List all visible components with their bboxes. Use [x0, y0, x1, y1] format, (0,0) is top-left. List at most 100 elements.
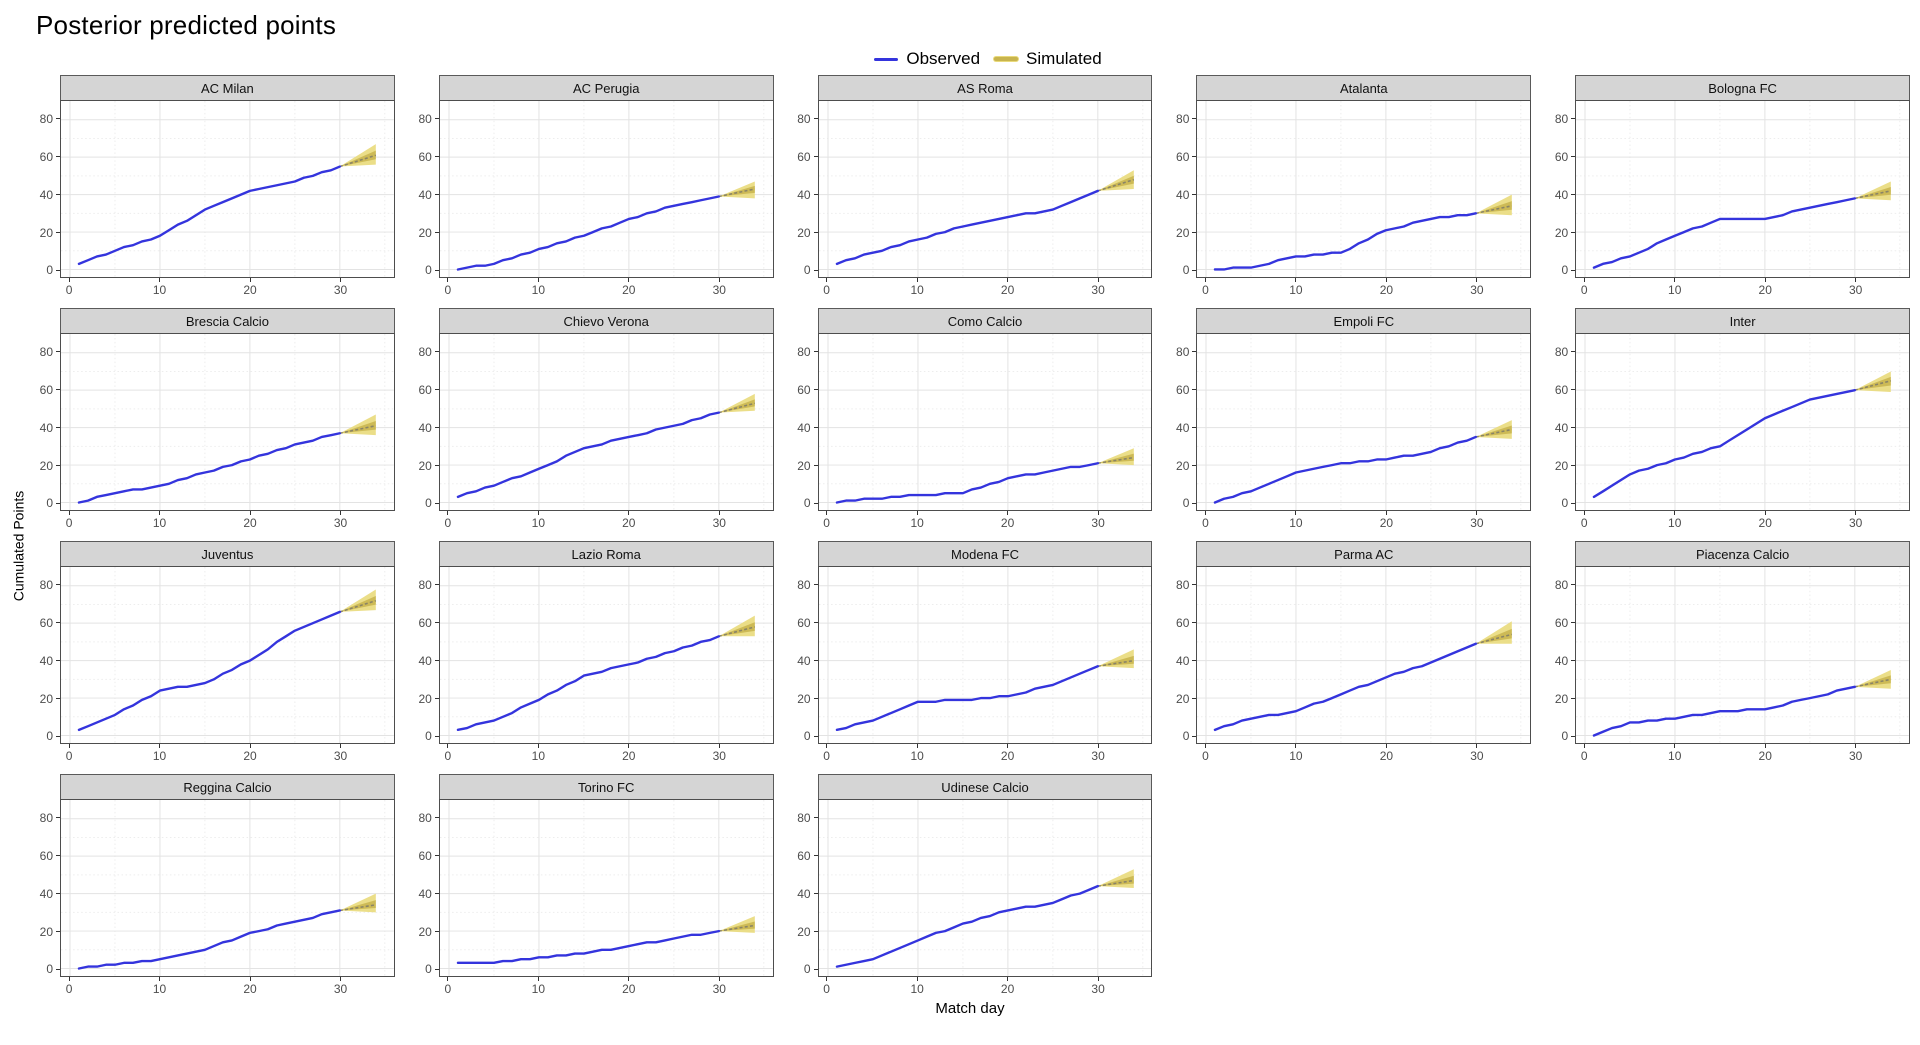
facet-panel: [1196, 566, 1532, 744]
x-axis-ticks: 0 10 20 30: [1575, 744, 1910, 765]
facet-plot: [1197, 567, 1531, 743]
y-tick-label: 40: [418, 187, 432, 202]
y-tick-mark: [56, 893, 60, 895]
observed-line-key-icon: [874, 57, 899, 61]
facet-plot: [818, 334, 1152, 510]
y-tick-mark: [1192, 389, 1197, 391]
y-axis-ticks: 0 20 40 60 80: [30, 333, 60, 511]
y-tick-label: 0: [46, 263, 53, 278]
y-tick-mark: [56, 735, 60, 737]
simulated-band-inner: [1476, 201, 1513, 214]
x-tick-label: 30: [1470, 749, 1484, 763]
simulated-median-line: [339, 154, 377, 168]
facet-panel: [1575, 566, 1910, 744]
x-tick-mark: [1295, 511, 1297, 515]
y-tick-mark: [1192, 660, 1197, 662]
x-axis-ticks: 0 10 20 30: [439, 744, 774, 765]
x-tick-mark: [340, 278, 341, 282]
x-tick-mark: [1385, 744, 1387, 748]
x-tick-label: 0: [444, 283, 452, 297]
y-tick-label: 20: [1176, 691, 1190, 706]
x-axis-ticks: 0 10 20 30: [818, 744, 1153, 765]
y-tick-mark: [434, 855, 439, 857]
facet-plot: [818, 567, 1152, 743]
y-tick-label: 60: [39, 149, 53, 164]
y-tick-mark: [1571, 156, 1576, 158]
y-tick-label: 80: [1176, 111, 1190, 126]
y-tick-mark: [434, 194, 439, 196]
y-tick-mark: [813, 194, 818, 196]
observed-line: [77, 165, 342, 266]
facet-title: Empoli FC: [1333, 313, 1395, 329]
y-axis-ticks: 0 20 40 60 80: [1545, 100, 1576, 278]
y-tick-label: 40: [797, 187, 811, 202]
x-axis-ticks: 0 10 20 30: [60, 511, 395, 532]
x-tick-mark: [628, 278, 630, 282]
x-tick-label: 10: [910, 982, 924, 996]
y-tick-mark: [434, 817, 439, 819]
y-tick-label: 0: [425, 496, 432, 511]
y-tick-mark: [813, 118, 818, 120]
facet-modena-fc: 0 20 40 60 80 Modena FC 0 10 20 30: [788, 541, 1153, 765]
facet-lazio-roma: 0 20 40 60 80 Lazio Roma 0 10 20 30: [409, 541, 774, 765]
simulated-median-line: [1476, 428, 1513, 438]
facet-title: Modena FC: [951, 546, 1019, 562]
x-tick-mark: [628, 744, 630, 748]
y-tick-label: 40: [797, 420, 811, 435]
simulated-line-key-icon: [994, 57, 1019, 61]
y-tick-mark: [56, 156, 60, 158]
x-axis-ticks: 0 10 20 30: [1575, 511, 1910, 532]
y-tick-label: 60: [1554, 382, 1569, 397]
x-tick-label: 20: [622, 516, 636, 530]
observed-line: [835, 884, 1099, 968]
x-tick-mark: [68, 278, 70, 282]
observed-line: [456, 929, 720, 965]
simulated-band-inner: [339, 421, 376, 434]
y-axis-ticks: 0 20 40 60 80: [788, 799, 818, 977]
facet-torino-fc: 0 20 40 60 80 Torino FC 0 10 20 30: [409, 774, 774, 998]
x-tick-label: 0: [823, 982, 830, 996]
x-tick-label: 0: [444, 516, 452, 530]
y-tick-label: 0: [1182, 729, 1190, 744]
facet-plot: [439, 800, 773, 976]
y-axis-ticks: 0 20 40 60 80: [409, 566, 439, 744]
x-tick-label: 30: [1849, 516, 1863, 530]
facet-strip: Torino FC: [438, 774, 774, 799]
simulated-median-line: [339, 904, 376, 912]
x-tick-mark: [916, 278, 918, 282]
y-tick-label: 60: [39, 615, 53, 630]
simulated-median-line: [718, 402, 755, 414]
simulated-band-inner: [1855, 675, 1891, 687]
x-tick-label: 30: [1091, 283, 1105, 297]
x-tick-mark: [159, 511, 161, 515]
x-tick-mark: [1476, 511, 1478, 515]
y-tick-mark: [813, 622, 818, 624]
y-tick-mark: [434, 118, 439, 120]
facet-panel: [1575, 333, 1910, 511]
y-tick-label: 0: [803, 496, 811, 511]
y-tick-label: 60: [1554, 149, 1569, 164]
facet-como-calcio: 0 20 40 60 80 Como Calcio 0 10 20 30: [788, 308, 1153, 532]
x-tick-label: 10: [531, 283, 546, 297]
y-tick-mark: [1571, 465, 1576, 467]
x-tick-mark: [68, 744, 70, 748]
simulated-median-line: [339, 424, 376, 435]
facet-plot: [61, 800, 394, 976]
y-tick-mark: [1192, 232, 1197, 234]
y-tick-mark: [434, 698, 439, 700]
simulated-band-inner: [1097, 175, 1134, 191]
y-tick-label: 80: [1554, 344, 1569, 359]
facet-chievo-verona: 0 20 40 60 80 Chievo Verona 0 10 20 30: [409, 308, 774, 532]
simulated-band-inner: [1855, 376, 1891, 391]
y-tick-mark: [1192, 735, 1197, 737]
y-tick-label: 0: [803, 263, 811, 278]
x-tick-label: 0: [823, 749, 830, 763]
y-axis-title-column: Cumulated Points: [6, 75, 30, 1017]
simulated-median-line: [1097, 659, 1134, 668]
y-tick-mark: [56, 389, 60, 391]
x-tick-mark: [1204, 511, 1206, 515]
x-tick-label: 0: [444, 982, 452, 996]
x-tick-label: 30: [1849, 749, 1863, 763]
x-tick-label: 30: [333, 749, 348, 763]
facet-strip: Reggina Calcio: [60, 774, 395, 799]
